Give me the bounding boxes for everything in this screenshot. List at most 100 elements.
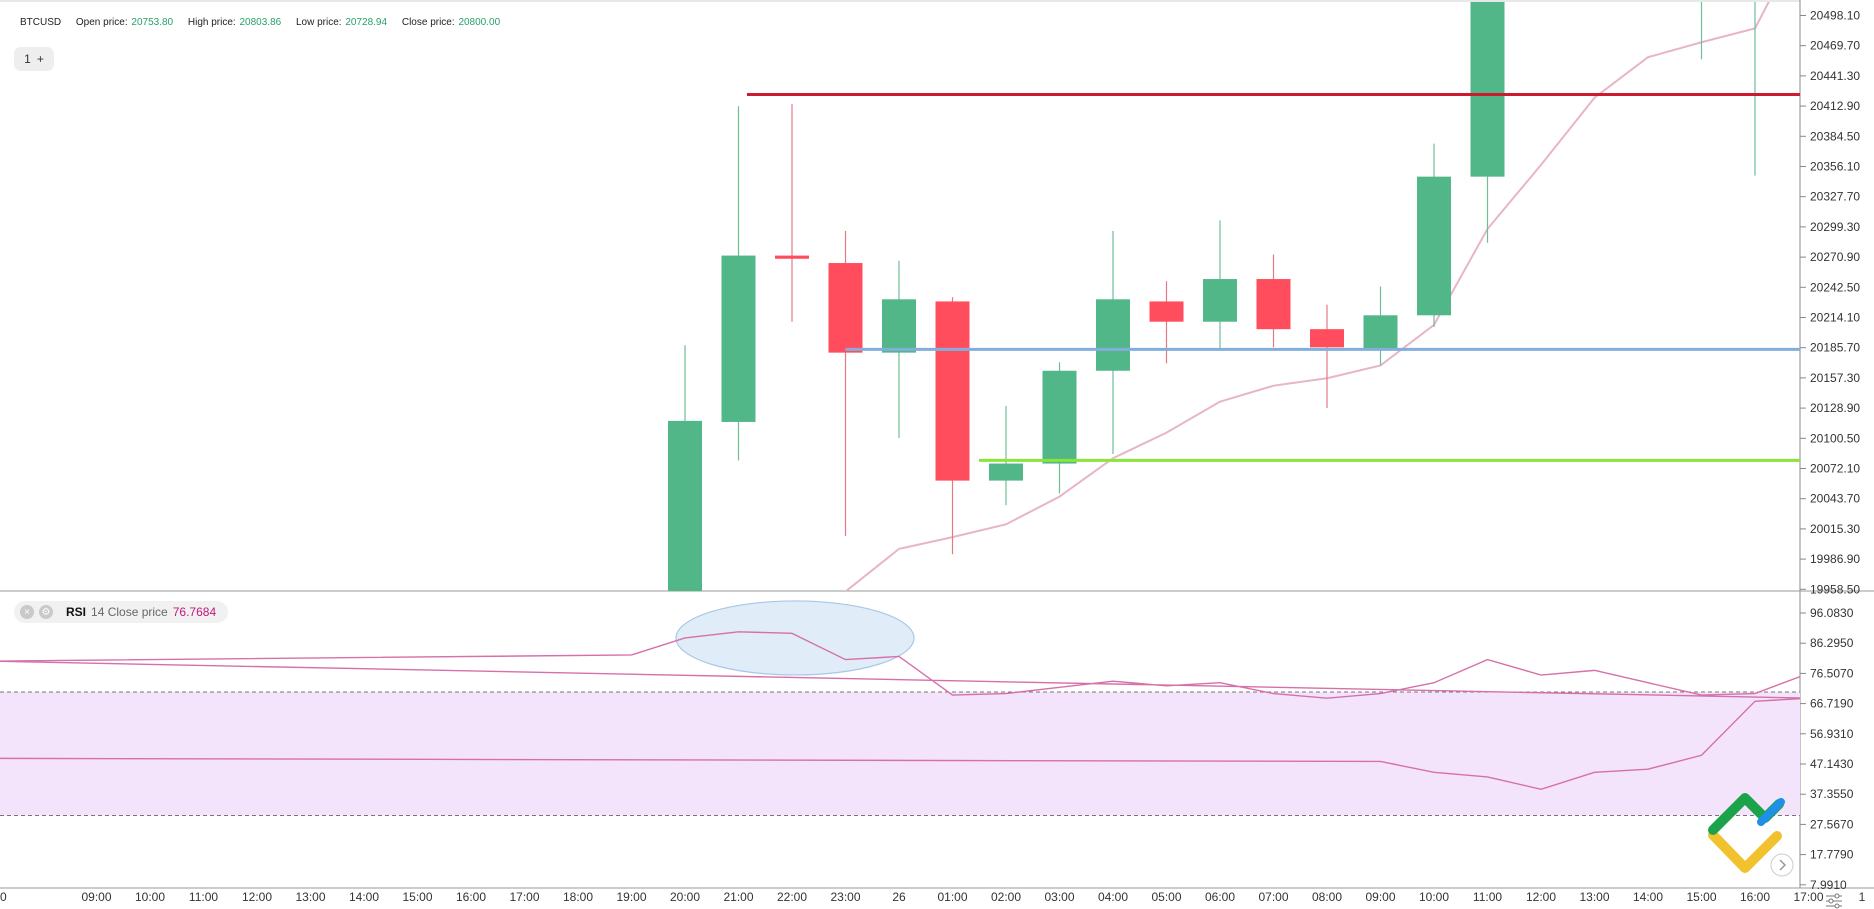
price-tick-label: 20242.50 — [1810, 280, 1860, 294]
time-tick-label: 10:00 — [1419, 890, 1449, 904]
brand-logo-icon — [1708, 793, 1785, 873]
plus-icon[interactable]: + — [36, 52, 44, 66]
time-tick-label: 15:00 — [402, 890, 432, 904]
time-tick-label: 20:00 — [670, 890, 700, 904]
price-tick-label: 20441.30 — [1810, 69, 1860, 83]
time-tick-label: 10:00 — [135, 890, 165, 904]
high-label: High price: — [187, 17, 236, 28]
price-tick-label: 20185.70 — [1810, 341, 1860, 355]
price-tick-label: 20157.30 — [1810, 371, 1860, 385]
gear-icon[interactable]: ⚙ — [39, 605, 53, 619]
time-tick-label: 14:00 — [349, 890, 379, 904]
time-tick-label: 13:00 — [295, 890, 325, 904]
price-axis: 20498.10 20469.70 20441.30 20412.90 20384.50… — [1800, 9, 1860, 596]
rsi-band-fill — [0, 691, 1800, 816]
rsi-tick-label: 96.0830 — [1810, 606, 1854, 620]
time-tick-label: 0 — [0, 890, 7, 904]
time-tick-label: 05:00 — [1151, 890, 1181, 904]
time-tick-label: 26 — [892, 890, 906, 904]
candle-body — [1417, 176, 1451, 316]
time-tick-label: 19:00 — [616, 890, 646, 904]
time-tick-label: 09:00 — [1365, 890, 1395, 904]
candles[interactable] — [668, 0, 1772, 592]
time-tick-label: 09:00 — [81, 890, 111, 904]
price-tick-label: 20015.30 — [1810, 522, 1860, 536]
time-tick-label: 17:00 — [1793, 890, 1823, 904]
close-value: 20800.00 — [458, 17, 501, 28]
highlight-ellipse — [675, 600, 915, 676]
horizontal-lines[interactable] — [747, 93, 1800, 462]
price-tick-label: 20072.10 — [1810, 462, 1860, 476]
time-tick-label: 18:00 — [563, 890, 593, 904]
rsi-tick-label: 37.3550 — [1810, 787, 1854, 801]
rsi-highlight-ellipse — [675, 600, 915, 676]
rsi-tick-label: 56.9310 — [1810, 727, 1854, 741]
price-tick-label: 19986.90 — [1810, 552, 1860, 566]
price-tick-label: 20469.70 — [1810, 39, 1860, 53]
time-tick-label: 22:00 — [777, 890, 807, 904]
rsi-value: 76.7684 — [172, 605, 217, 619]
price-tick-label: 20356.10 — [1810, 160, 1860, 174]
time-tick-label: 1 — [1859, 890, 1866, 904]
rsi-name: RSI — [66, 605, 87, 619]
price-tick-label: 20384.50 — [1810, 129, 1860, 143]
candle-body — [1042, 370, 1077, 464]
candle-body — [1203, 279, 1237, 322]
time-tick-label: 06:00 — [1205, 890, 1235, 904]
candle-body — [828, 263, 863, 353]
price-tick-label: 20214.10 — [1810, 311, 1860, 325]
time-tick-label: 01:00 — [937, 890, 967, 904]
rsi-tick-label: 27.5670 — [1810, 817, 1854, 831]
rsi-tick-label: 66.7190 — [1810, 697, 1854, 711]
symbol-label: BTCUSD — [20, 17, 62, 28]
price-tick-label: 20498.10 — [1810, 9, 1860, 23]
time-tick-label: 11:00 — [1473, 890, 1502, 904]
rsi-axis: 96.0830 86.2950 76.5070 66.7190 56.9310 47.14… — [1800, 606, 1854, 892]
candle-body — [989, 463, 1023, 481]
time-tick-label: 12:00 — [242, 890, 272, 904]
time-tick-label: 23:00 — [830, 890, 860, 904]
ma-polyline — [844, 2, 1770, 591]
low-label: Low price: — [295, 17, 342, 28]
chart-settings-icon[interactable] — [1826, 893, 1842, 909]
layer-count-button[interactable]: 1 + — [14, 47, 54, 71]
high-value: 20803.86 — [239, 17, 282, 28]
rsi-legend: × ⚙ RSI 14 Close price 76.7684 — [14, 601, 229, 623]
time-axis: 0 09:00 10:00 11:00 12:00 13:00 14:00 15:00 16:0… — [0, 890, 1866, 904]
rsi-tick-label: 47.1430 — [1810, 757, 1854, 771]
rsi-band — [0, 691, 1800, 816]
price-tick-label: 20412.90 — [1810, 99, 1860, 113]
price-tick-label: 20128.90 — [1810, 401, 1860, 415]
time-tick-label: 14:00 — [1633, 890, 1663, 904]
candle-body — [1470, 2, 1505, 177]
time-tick-label: 07:00 — [1258, 890, 1288, 904]
price-tick-label: 20299.30 — [1810, 220, 1860, 234]
rsi-polyline — [0, 631, 1800, 790]
close-icon[interactable]: × — [20, 605, 34, 619]
time-tick-label: 21:00 — [723, 890, 753, 904]
time-tick-label: 11:00 — [189, 890, 218, 904]
candle-body — [1149, 301, 1184, 322]
ohlc-legend: BTCUSD Open price: 20753.80 High price: … — [20, 17, 501, 28]
rsi-tick-label: 86.2950 — [1810, 636, 1854, 650]
candle-body — [1256, 279, 1291, 330]
price-tick-label: 20270.90 — [1810, 250, 1860, 264]
candle-body — [1310, 329, 1344, 348]
candle-body — [1096, 299, 1130, 371]
close-label: Close price: — [401, 17, 455, 28]
price-tick-label: 20100.50 — [1810, 431, 1860, 445]
open-value: 20753.80 — [131, 17, 174, 28]
chevron-right-icon[interactable] — [1770, 853, 1794, 877]
price-tick-label: 19958.50 — [1810, 582, 1860, 596]
time-tick-label: 03:00 — [1044, 890, 1074, 904]
rsi-line — [0, 631, 1800, 790]
price-tick-label: 20043.70 — [1810, 492, 1860, 506]
time-tick-label: 12:00 — [1526, 890, 1556, 904]
candle-body — [935, 301, 970, 481]
time-tick-label: 16:00 — [1740, 890, 1770, 904]
rsi-tick-label: 7.9910 — [1810, 878, 1847, 892]
time-tick-label: 15:00 — [1686, 890, 1716, 904]
candle-body — [775, 255, 809, 259]
time-tick-label: 02:00 — [991, 890, 1021, 904]
